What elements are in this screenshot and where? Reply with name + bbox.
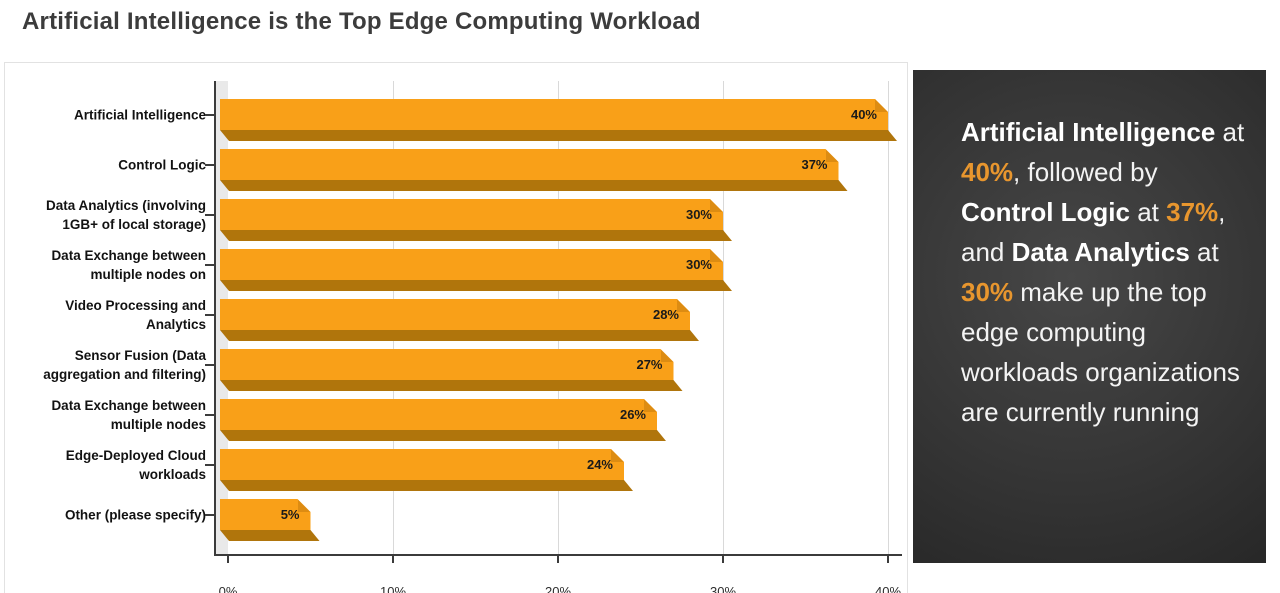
bar-value-label: 5% <box>280 507 300 522</box>
category-label: Artificial Intelligence <box>73 107 206 122</box>
category-tick <box>205 113 214 116</box>
category-label: Data Exchange between multiple nodes <box>51 397 206 432</box>
bar-shadow <box>220 380 683 391</box>
callout-segment: Control Logic <box>961 197 1130 227</box>
category-label: Control Logic <box>118 157 206 172</box>
bar-face <box>220 249 723 280</box>
bar-value-label: 37% <box>801 157 828 172</box>
callout-segment: Data Analytics <box>1011 237 1190 267</box>
bar-shadow <box>220 480 633 491</box>
bar-shadow <box>220 330 699 341</box>
category-tick <box>205 213 214 216</box>
bar-value-label: 40% <box>850 107 877 122</box>
bar-face <box>220 349 674 380</box>
category-tick <box>205 363 214 366</box>
bar-4: 28% <box>220 299 690 341</box>
category-labels-column: Artificial Intelligence Control Logic Data… <box>5 63 206 593</box>
x-tick-mark <box>392 556 394 563</box>
category-label: Sensor Fusion (Data aggregation and filte… <box>43 347 206 382</box>
category-label: Video Processing and Analytics <box>65 297 206 332</box>
bar-3: 30% <box>220 249 723 291</box>
bar-face <box>220 399 657 430</box>
bar-face <box>220 199 723 230</box>
callout-segment: , and <box>961 197 1226 267</box>
callout-segment: make up the top edge computing workloads… <box>961 277 1240 427</box>
plot-area: 0% 10% 20% 30% 40% 40% 37% 30% 30% 28% 27% 26% 24% 5% <box>205 81 902 593</box>
bar-shadow <box>220 280 732 291</box>
bar-value-label: 24% <box>586 457 613 472</box>
bar-shadow <box>220 430 666 441</box>
x-tick-label: 30% <box>709 584 737 593</box>
category-tick <box>205 163 214 166</box>
x-tick-label: 20% <box>544 584 572 593</box>
bar-face <box>220 99 888 130</box>
bar-shadow <box>220 130 897 141</box>
chart-panel: Artificial Intelligence Control Logic Data… <box>4 62 908 593</box>
bar-value-label: 27% <box>636 357 663 372</box>
callout-segment: Artificial Intelligence <box>961 117 1216 147</box>
category-tick <box>205 463 214 466</box>
bar-shadow <box>220 530 320 541</box>
bar-7: 24% <box>220 449 624 491</box>
bar-face <box>220 449 624 480</box>
x-tick-label: 10% <box>379 584 407 593</box>
bar-shadow <box>220 180 848 191</box>
bar-shadow <box>220 230 732 241</box>
callout-segment: 37% <box>1166 197 1219 227</box>
category-label: Data Exchange between multiple nodes on <box>51 247 206 282</box>
callout-segment: at <box>1129 197 1167 227</box>
x-axis-line <box>214 554 902 556</box>
gridline <box>722 81 724 556</box>
bar-value-label: 30% <box>685 257 712 272</box>
bar-0: 40% <box>220 99 888 141</box>
category-tick <box>205 263 214 266</box>
y-axis-line <box>214 81 216 556</box>
bar-2: 30% <box>220 199 723 241</box>
category-tick <box>205 313 214 316</box>
bar-8: 5% <box>220 499 311 541</box>
category-label: Data Analytics (involving 1GB+ of local s… <box>45 197 206 232</box>
x-tick-mark <box>887 556 889 563</box>
category-tick <box>205 513 214 516</box>
page-title: Artificial Intelligence is the Top Edge … <box>22 8 701 35</box>
callout-segment: at <box>1189 237 1219 267</box>
callout-panel: Artificial Intelligence at 40%, followed… <box>913 70 1266 563</box>
callout-segment: 40% <box>961 157 1014 187</box>
callout-segment: at <box>1215 117 1245 147</box>
bar-value-label: 26% <box>619 407 646 422</box>
bar-face <box>220 499 311 530</box>
callout-segment: 30% <box>961 277 1014 307</box>
bar-face <box>220 149 839 180</box>
bar-6: 26% <box>220 399 657 441</box>
category-tick <box>205 413 214 416</box>
x-tick-label: 40% <box>874 584 902 593</box>
bar-value-label: 30% <box>685 207 712 222</box>
bar-value-label: 28% <box>652 307 679 322</box>
bar-face <box>220 299 690 330</box>
bar-1: 37% <box>220 149 839 191</box>
callout-segment: , followed by <box>1013 157 1158 187</box>
x-tick-label: 0% <box>218 584 238 593</box>
bar-5: 27% <box>220 349 674 391</box>
category-label: Edge-Deployed Cloud workloads <box>65 447 206 482</box>
x-tick-mark <box>557 556 559 563</box>
x-tick-mark <box>722 556 724 563</box>
gridline <box>887 81 889 556</box>
x-tick-mark <box>227 556 229 563</box>
callout-text: Artificial Intelligence at 40%, followed… <box>913 70 1266 432</box>
category-label: Other (please specify) <box>64 507 206 522</box>
